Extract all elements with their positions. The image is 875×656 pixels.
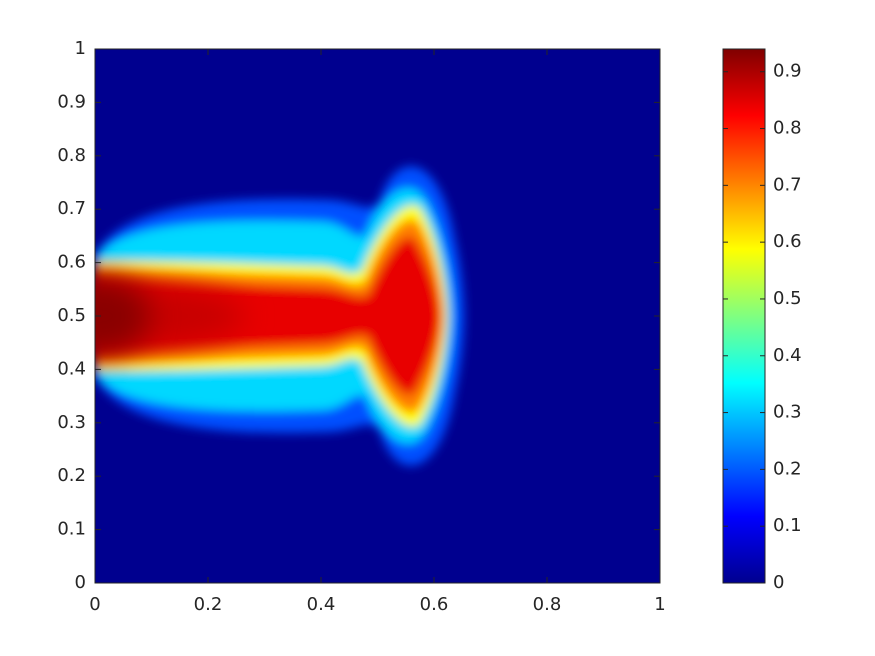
colorbar: 0 0.1 0.2 0.3 0.4 0.5 0.6 0.7 0.8 0.9 xyxy=(722,48,802,593)
colorbar-tick-label: 0.5 xyxy=(773,288,802,309)
y-tick-label: 0.2 xyxy=(57,465,86,486)
colorbar-tick-label: 0.1 xyxy=(773,515,802,536)
plume-field xyxy=(95,166,464,466)
colorbar-tick-label: 0 xyxy=(773,572,784,593)
colorbar-scale xyxy=(722,48,766,584)
y-tick-label: 0.5 xyxy=(57,305,86,326)
colorbar-tick-label: 0.4 xyxy=(773,345,802,366)
y-tick-label: 0.1 xyxy=(57,519,86,540)
y-tick-label: 0.8 xyxy=(57,145,86,166)
y-tick-label: 0 xyxy=(75,572,86,593)
colorbar-tick-label: 0.3 xyxy=(773,402,802,423)
colorbar-tick-label: 0.7 xyxy=(773,174,802,195)
y-tick-label: 0.4 xyxy=(57,358,86,379)
x-tick-label: 0.8 xyxy=(533,594,562,615)
y-tick-label: 0.9 xyxy=(57,91,86,112)
colorbar-tick-label: 0.2 xyxy=(773,458,802,479)
y-tick-label: 0.6 xyxy=(57,252,86,273)
colorbar-tick-label: 0.9 xyxy=(773,61,802,82)
x-tick-label: 0.6 xyxy=(420,594,449,615)
y-tick-label: 0.7 xyxy=(57,198,86,219)
x-tick-label: 0.2 xyxy=(194,594,223,615)
colorbar-tick-label: 0.8 xyxy=(773,118,802,139)
y-tick-label: 0.3 xyxy=(57,412,86,433)
y-tick-label: 1 xyxy=(75,38,86,59)
colorbar-tick-label: 0.6 xyxy=(773,231,802,252)
x-tick-label: 0 xyxy=(89,594,100,615)
x-tick-label: 1 xyxy=(654,594,665,615)
x-tick-label: 0.4 xyxy=(307,594,336,615)
